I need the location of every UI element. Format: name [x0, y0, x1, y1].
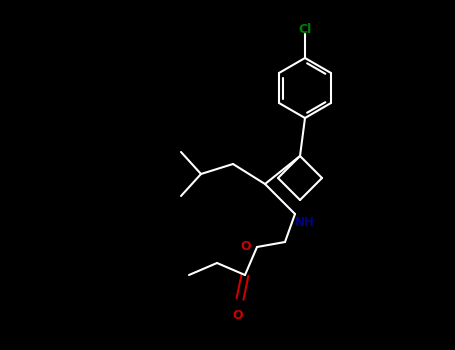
- Text: NH: NH: [295, 216, 315, 229]
- Text: O: O: [233, 309, 243, 322]
- Text: O: O: [240, 240, 251, 253]
- Text: Cl: Cl: [298, 23, 312, 36]
